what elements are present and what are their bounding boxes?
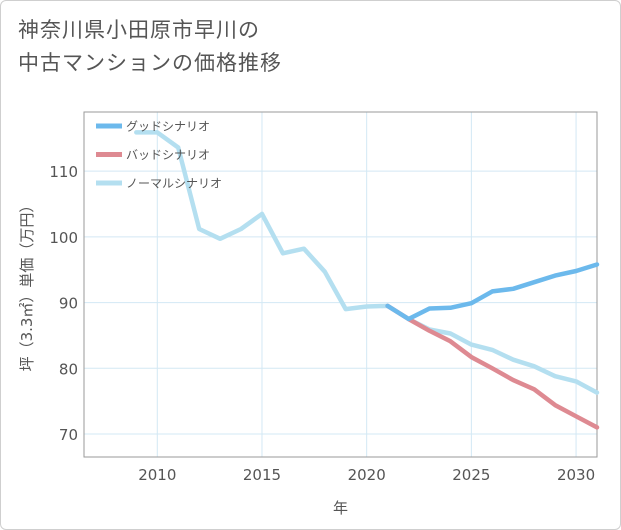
- y-tick-label: 90: [59, 295, 78, 313]
- y-axis-title: 坪（3.3㎡）単価（万円）: [18, 198, 36, 372]
- series-line: [134, 130, 600, 395]
- series-line: [385, 262, 600, 322]
- chart-title-line2: 中古マンションの価格推移: [18, 51, 282, 75]
- chart-title-line1: 神奈川県小田原市早川の: [18, 18, 260, 42]
- x-tick-label: 2025: [452, 466, 490, 484]
- series-line: [385, 303, 600, 430]
- x-tick-label: 2030: [557, 466, 595, 484]
- gridlines: [84, 112, 597, 457]
- x-tick-label: 2010: [138, 466, 176, 484]
- y-tick-label: 70: [59, 426, 78, 444]
- series-lines: [134, 130, 600, 430]
- legend-label: バッドシナリオ: [126, 148, 210, 162]
- x-tick-label: 2015: [243, 466, 281, 484]
- y-tick-label: 80: [59, 360, 78, 378]
- y-tick-label: 110: [49, 163, 78, 181]
- y-tick-label: 100: [49, 229, 78, 247]
- x-axis-title: 年: [333, 499, 348, 517]
- legend-label: ノーマルシナリオ: [126, 177, 222, 191]
- chart-title: 神奈川県小田原市早川の 中古マンションの価格推移: [18, 14, 282, 80]
- x-tick-label: 2020: [348, 466, 386, 484]
- axis-ticks: 2010 2015 2020 2025 2030 70 80 90 100 110: [49, 163, 595, 484]
- plot-frame: [83, 111, 598, 458]
- legend-label: グッドシナリオ: [126, 120, 210, 134]
